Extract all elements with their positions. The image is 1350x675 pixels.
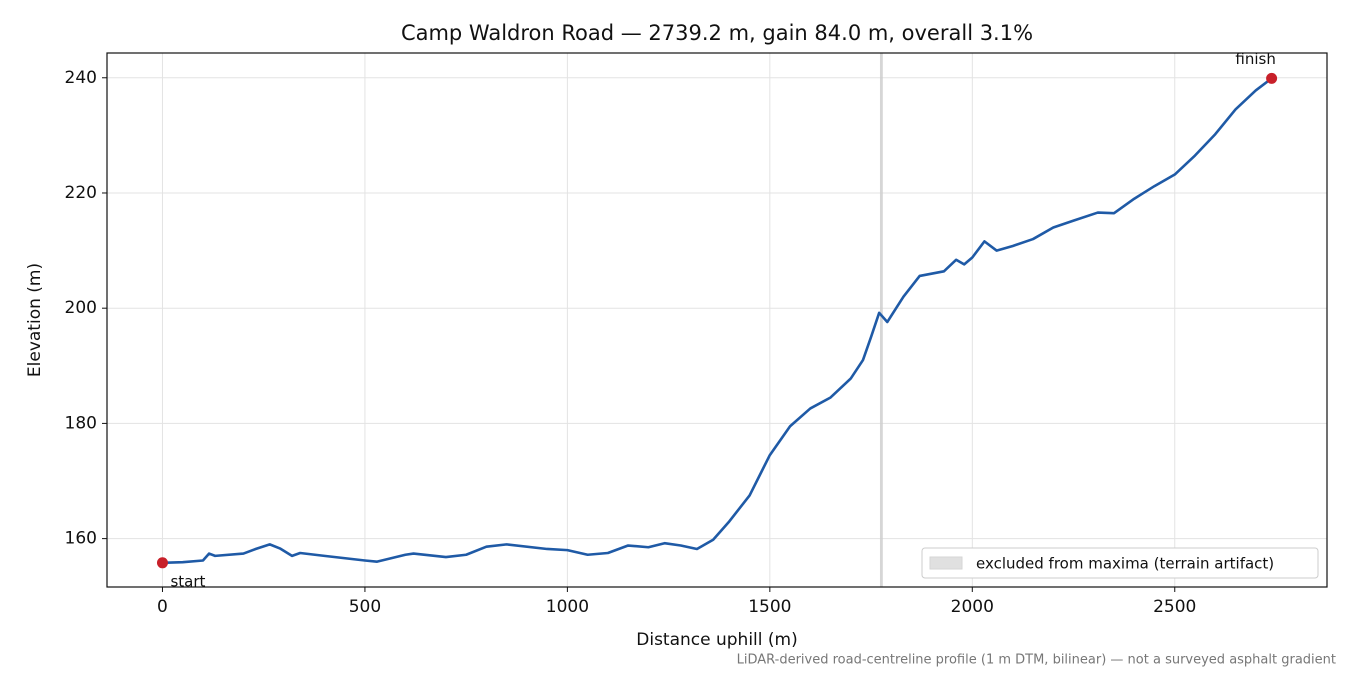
endpoint-label: finish	[1235, 50, 1275, 68]
y-tick-label: 200	[65, 298, 97, 318]
chart-title: Camp Waldron Road — 2739.2 m, gain 84.0 …	[401, 21, 1033, 45]
footnote: LiDAR-derived road-centreline profile (1…	[737, 653, 1336, 668]
excluded-band	[879, 53, 883, 587]
x-tick-label: 500	[349, 597, 381, 617]
y-tick-label: 180	[65, 413, 97, 433]
endpoint-label: start	[170, 572, 205, 590]
x-tick-label: 0	[157, 597, 168, 617]
endpoint-marker	[156, 557, 168, 569]
profile-line	[162, 77, 1273, 565]
x-tick-label: 1500	[748, 597, 791, 617]
x-axis-label: Distance uphill (m)	[636, 630, 797, 650]
legend-label: excluded from maxima (terrain artifact)	[976, 555, 1274, 573]
x-tick-label: 2500	[1153, 597, 1196, 617]
y-tick-label: 160	[65, 529, 97, 549]
legend-swatch	[929, 556, 963, 570]
x-tick-label: 2000	[951, 597, 994, 617]
y-axis-label: Elevation (m)	[25, 263, 45, 377]
plot-frame	[106, 52, 1328, 588]
y-tick-label: 240	[65, 68, 97, 88]
y-tick-label: 220	[65, 183, 97, 203]
x-tick-label: 1000	[546, 597, 589, 617]
endpoint-marker	[1266, 72, 1278, 84]
legend-box	[921, 547, 1319, 579]
